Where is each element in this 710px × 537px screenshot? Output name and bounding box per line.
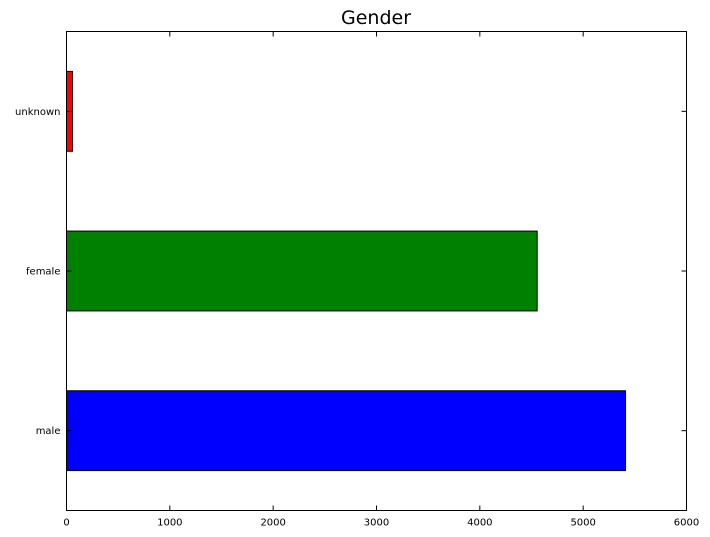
y-tick-label: unknown xyxy=(15,107,60,118)
x-tick-label: 3000 xyxy=(364,518,389,529)
bar-female xyxy=(66,230,538,312)
x-tick-label: 6000 xyxy=(674,518,699,529)
x-tick-label: 4000 xyxy=(467,518,492,529)
x-tick-label: 0 xyxy=(63,518,69,529)
plot-frame xyxy=(66,31,687,511)
y-tick-label: male xyxy=(36,426,61,437)
chart-title: Gender xyxy=(341,7,411,29)
y-tick-label: female xyxy=(26,267,60,278)
x-tick-label: 5000 xyxy=(570,518,595,529)
bar-male xyxy=(66,390,627,472)
x-tick-label: 1000 xyxy=(157,518,182,529)
bars-group xyxy=(66,70,627,472)
x-tick-label: 2000 xyxy=(260,518,285,529)
